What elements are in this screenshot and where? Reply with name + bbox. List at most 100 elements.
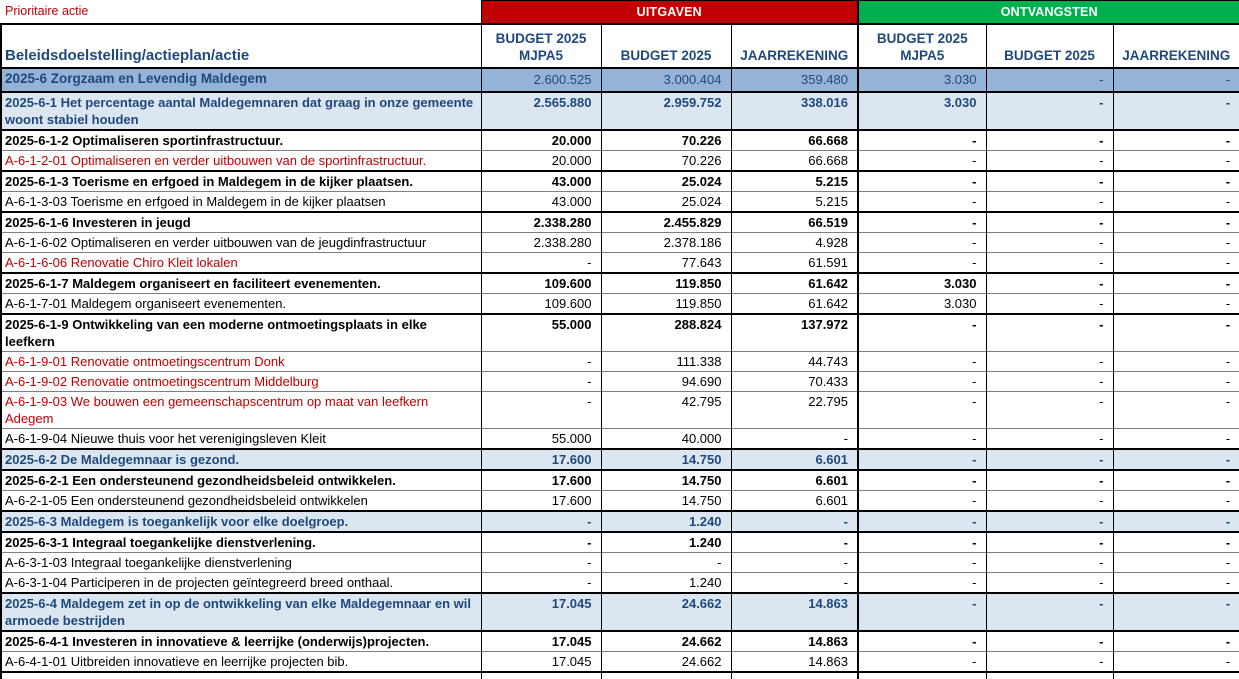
row-value: - bbox=[985, 630, 1113, 652]
row-value: - bbox=[1112, 371, 1239, 392]
table-row: A-6-1-7-01 Maldegem organiseert evenemen… bbox=[0, 293, 1239, 314]
row-value: - bbox=[480, 252, 601, 273]
row-value: - bbox=[1112, 531, 1239, 553]
row-label: A-6-1-2-01 Optimaliseren en verder uitbo… bbox=[0, 150, 481, 171]
column-header: JAARREKENING bbox=[730, 23, 858, 69]
row-value: - bbox=[985, 490, 1113, 511]
table-row: A-6-1-9-04 Nieuwe thuis voor het verenig… bbox=[0, 428, 1239, 449]
row-value: - bbox=[857, 592, 986, 631]
table-row: A-6-1-9-03 We bouwen een gemeenschapscen… bbox=[0, 391, 1239, 429]
table-row: A-6-1-9-01 Renovatie ontmoetingscentrum … bbox=[0, 351, 1239, 372]
column-header: JAARREKENING bbox=[1112, 23, 1239, 69]
row-value: 5.215 bbox=[730, 191, 858, 212]
row-value: - bbox=[985, 651, 1113, 673]
row-value: 20.000 bbox=[480, 150, 601, 171]
row-value: 3.030 bbox=[857, 91, 986, 130]
row-value: - bbox=[985, 448, 1113, 470]
row-value: 17.045 bbox=[480, 651, 601, 673]
row-value: - bbox=[985, 428, 1113, 449]
row-value: - bbox=[985, 510, 1113, 532]
row-value: 66.519 bbox=[730, 211, 858, 233]
row-value: 25.024 bbox=[600, 170, 731, 192]
table-row: 2025-6 Zorgzaam en Levendig Maldegem 2.60… bbox=[0, 67, 1239, 92]
row-value: 77.643 bbox=[600, 252, 731, 273]
row-label: 2025-6-1-9 Ontwikkeling van een moderne … bbox=[0, 313, 481, 352]
row-value: 3.030 bbox=[857, 272, 986, 294]
row-value: 359.480 bbox=[730, 67, 858, 92]
table-row: 2025-6-3 Maldegem is toegankelijk voor e… bbox=[0, 510, 1239, 532]
row-value: 2.338.280 bbox=[480, 211, 601, 233]
row-label: 2025-6-1 Het percentage aantal Maldegemn… bbox=[0, 91, 481, 130]
row-value: 61.591 bbox=[730, 252, 858, 273]
row-label: 2025-6-2 De Maldegemnaar is gezond. bbox=[0, 448, 481, 470]
row-value: - bbox=[1112, 510, 1239, 532]
row-value: - bbox=[1112, 651, 1239, 673]
table-row: 2025-6-1-3 Toerisme en erfgoed in Maldeg… bbox=[0, 170, 1239, 192]
band-row: Prioritaire actie UITGAVEN ONTVANGSTEN bbox=[1, 0, 1239, 25]
column-header: BUDGET 2025 bbox=[985, 23, 1113, 69]
row-value: 2.959.752 bbox=[600, 91, 731, 130]
row-value: - bbox=[985, 391, 1113, 429]
row-value: 20.000 bbox=[480, 129, 601, 151]
row-value: 4.928 bbox=[730, 232, 858, 253]
row-value: - bbox=[1112, 129, 1239, 151]
row-value: - bbox=[480, 531, 601, 553]
row-value: - bbox=[985, 150, 1113, 171]
row-value: 22.795 bbox=[730, 391, 858, 429]
row-label: 2025-6-4-1 Investeren in innovatieve & l… bbox=[0, 630, 481, 652]
row-value: - bbox=[1112, 469, 1239, 491]
row-value: - bbox=[857, 490, 986, 511]
row-value: 14.750 bbox=[600, 490, 731, 511]
row-value: - bbox=[857, 572, 986, 593]
row-value: - bbox=[1112, 272, 1239, 294]
row-value: 40.000 bbox=[600, 428, 731, 449]
row-label: A-6-1-9-03 We bouwen een gemeenschapscen… bbox=[0, 391, 481, 429]
row-value: 70.226 bbox=[600, 150, 731, 171]
cutoff-cell bbox=[480, 672, 601, 679]
row-value: 66.668 bbox=[730, 150, 858, 171]
row-label: 2025-6-1-7 Maldegem organiseert en facil… bbox=[0, 272, 481, 294]
row-value: 3.000.404 bbox=[600, 67, 731, 92]
ontvangsten-band: ONTVANGSTEN bbox=[856, 0, 1239, 25]
row-value: - bbox=[480, 552, 601, 573]
cutoff-cell bbox=[730, 672, 858, 679]
table-row: 2025-6-1-7 Maldegem organiseert en facil… bbox=[0, 272, 1239, 294]
row-value: - bbox=[857, 313, 986, 352]
row-value: - bbox=[480, 371, 601, 392]
row-value: 6.601 bbox=[730, 469, 858, 491]
row-value: - bbox=[985, 232, 1113, 253]
row-value: 14.863 bbox=[730, 651, 858, 673]
row-label: A-6-1-9-01 Renovatie ontmoetingscentrum … bbox=[0, 351, 481, 372]
row-value: 17.600 bbox=[480, 490, 601, 511]
row-value: - bbox=[480, 510, 601, 532]
table-row: A-6-2-1-05 Een ondersteunend gezondheids… bbox=[0, 490, 1239, 511]
row-value: - bbox=[1112, 630, 1239, 652]
table-row: A-6-1-6-02 Optimaliseren en verder uitbo… bbox=[0, 232, 1239, 253]
row-value: 288.824 bbox=[600, 313, 731, 352]
row-value: - bbox=[985, 592, 1113, 631]
row-value: 24.662 bbox=[600, 630, 731, 652]
table-row: A-6-1-2-01 Optimaliseren en verder uitbo… bbox=[0, 150, 1239, 171]
row-value: - bbox=[730, 572, 858, 593]
table-row: A-6-4-1-01 Uitbreiden innovatieve en lee… bbox=[0, 651, 1239, 673]
row-value: - bbox=[857, 252, 986, 273]
table-row: 2025-6-2-1 Een ondersteunend gezondheids… bbox=[0, 469, 1239, 491]
row-value: - bbox=[857, 150, 986, 171]
row-value: - bbox=[1112, 67, 1239, 92]
row-value: 61.642 bbox=[730, 293, 858, 314]
row-value: 42.795 bbox=[600, 391, 731, 429]
column-header-row: Beleidsdoelstelling/actieplan/actie BUDG… bbox=[0, 23, 1239, 69]
cutoff-cell bbox=[1112, 672, 1239, 679]
row-value: 70.226 bbox=[600, 129, 731, 151]
row-value: - bbox=[857, 448, 986, 470]
row-value: - bbox=[857, 129, 986, 151]
row-value: - bbox=[1112, 211, 1239, 233]
cutoff-cell bbox=[857, 672, 986, 679]
row-value: - bbox=[857, 552, 986, 573]
row-value: 24.662 bbox=[600, 651, 731, 673]
row-value: 70.433 bbox=[730, 371, 858, 392]
column-header: BUDGET 2025 bbox=[600, 23, 731, 69]
row-value: 61.642 bbox=[730, 272, 858, 294]
row-value: - bbox=[985, 572, 1113, 593]
row-value: - bbox=[1112, 552, 1239, 573]
